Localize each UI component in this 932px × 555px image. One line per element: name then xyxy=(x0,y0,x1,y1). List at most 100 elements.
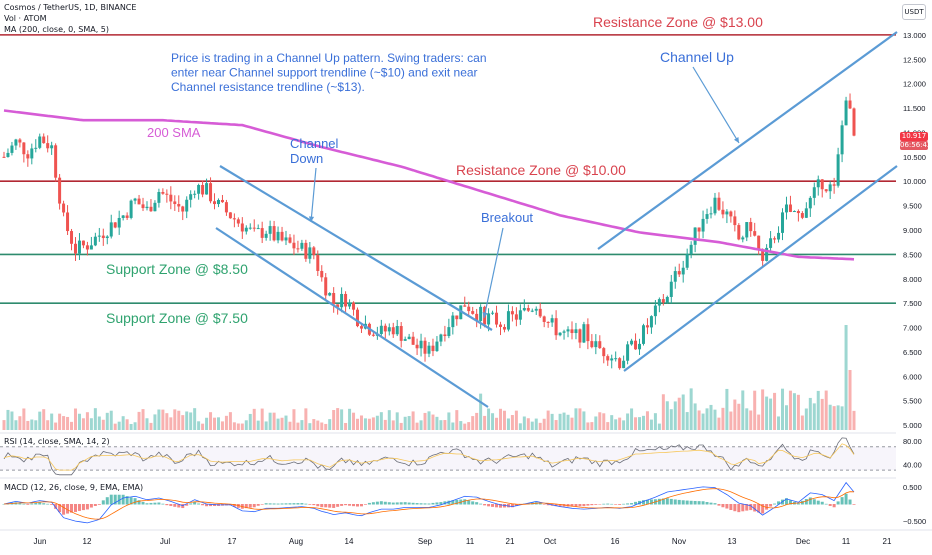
candle xyxy=(757,235,761,255)
channel-up-lower-line xyxy=(623,165,898,372)
channel-up-arrow xyxy=(692,66,740,144)
candle-body xyxy=(566,329,570,332)
candle-body xyxy=(812,187,816,198)
volume-legend[interactable]: Vol · ATOM xyxy=(4,14,47,23)
macd-legend[interactable]: MACD (12, 26, close, 9, EMA, EMA) xyxy=(4,483,144,492)
candle-body xyxy=(649,316,653,328)
candle-body xyxy=(165,193,169,195)
volume-bar xyxy=(121,416,125,430)
volume-bar xyxy=(213,417,217,430)
volume-bar xyxy=(427,411,431,430)
volume-bar xyxy=(292,409,296,430)
candle-body xyxy=(145,206,149,209)
macd-histogram-bar xyxy=(749,504,753,511)
volume-bar xyxy=(157,409,161,430)
time-tick-label: 11 xyxy=(842,537,851,546)
ma-legend[interactable]: MA (200, close, 0, SMA, 5) xyxy=(4,25,110,34)
volume-bar xyxy=(832,406,836,430)
volume-bar xyxy=(471,416,475,430)
macd-histogram-bar xyxy=(141,501,145,505)
price-tick-label: 6.000 xyxy=(903,372,922,381)
candle xyxy=(18,138,22,148)
candle-body xyxy=(38,136,42,148)
candle-body xyxy=(340,293,344,308)
macd-histogram-bar xyxy=(439,502,443,505)
candle xyxy=(610,354,614,369)
volume-bar xyxy=(781,388,785,430)
volume-bar xyxy=(383,419,387,430)
candle xyxy=(284,230,288,246)
candle xyxy=(840,120,844,163)
candle-body xyxy=(324,277,328,296)
candle-body xyxy=(193,193,197,195)
candle xyxy=(697,227,701,239)
candle xyxy=(89,236,93,250)
currency-button[interactable]: USDT xyxy=(902,4,926,20)
candle xyxy=(137,194,141,205)
candle-body xyxy=(526,308,530,311)
macd-histogram-bar xyxy=(463,499,467,505)
volume-bar xyxy=(677,397,681,430)
candle xyxy=(784,196,788,220)
macd-histogram-bar xyxy=(280,503,284,505)
candle-body xyxy=(201,185,205,195)
candle-body xyxy=(18,139,22,143)
macd-histogram-bar xyxy=(510,504,514,508)
volume-bar xyxy=(308,423,312,430)
candle-body xyxy=(502,326,506,330)
macd-histogram-bar xyxy=(721,504,725,508)
macd-histogram-bar xyxy=(669,498,673,505)
macd-histogram-bar xyxy=(157,502,161,505)
macd-histogram-bar xyxy=(828,504,832,506)
symbol-legend[interactable]: Cosmos / TetherUS, 1D, BINANCE xyxy=(4,3,137,12)
volume-bar xyxy=(348,408,352,430)
candle xyxy=(514,307,518,327)
candle-body xyxy=(586,324,590,342)
candle xyxy=(816,175,820,196)
candle-body xyxy=(538,308,542,317)
macd-histogram-bar xyxy=(614,504,618,505)
macd-histogram-bar xyxy=(689,500,693,505)
candle-body xyxy=(431,345,435,352)
volume-bar xyxy=(18,416,22,430)
volume-bar xyxy=(276,418,280,430)
candle xyxy=(800,211,804,220)
candle xyxy=(685,248,689,270)
macd-histogram-bar xyxy=(745,504,749,511)
candle xyxy=(73,237,77,261)
volume-bar xyxy=(753,390,757,430)
macd-histogram-bar xyxy=(256,504,260,506)
volume-bar xyxy=(101,419,105,430)
candle-body xyxy=(197,185,201,194)
candle xyxy=(832,177,836,194)
candle xyxy=(725,209,729,224)
candle xyxy=(475,308,479,328)
volume-bar xyxy=(113,423,117,430)
candle xyxy=(177,195,181,213)
rsi-legend[interactable]: RSI (14, close, SMA, 14, 2) xyxy=(4,437,110,446)
candle-body xyxy=(725,211,729,215)
volume-bar xyxy=(228,412,232,430)
candle-body xyxy=(26,154,30,159)
candle xyxy=(260,221,264,244)
note-text-line: enter near Channel support trendline (~$… xyxy=(171,66,478,80)
candle-body xyxy=(550,318,554,323)
candle-body xyxy=(653,305,657,317)
candle xyxy=(733,210,737,232)
volume-bar xyxy=(85,412,89,430)
macd-histogram-bar xyxy=(38,502,42,505)
volume-bar xyxy=(109,410,113,430)
volume-bar xyxy=(570,417,574,430)
volume-bar xyxy=(661,394,665,430)
candle xyxy=(46,135,50,153)
candle xyxy=(62,200,66,217)
candle xyxy=(737,223,741,241)
candle xyxy=(359,323,363,333)
candle xyxy=(77,233,81,260)
volume-bar xyxy=(749,410,753,430)
candle-body xyxy=(2,156,6,158)
candle-body xyxy=(673,271,677,282)
volume-bar xyxy=(828,404,832,430)
volume-bar xyxy=(693,403,697,430)
